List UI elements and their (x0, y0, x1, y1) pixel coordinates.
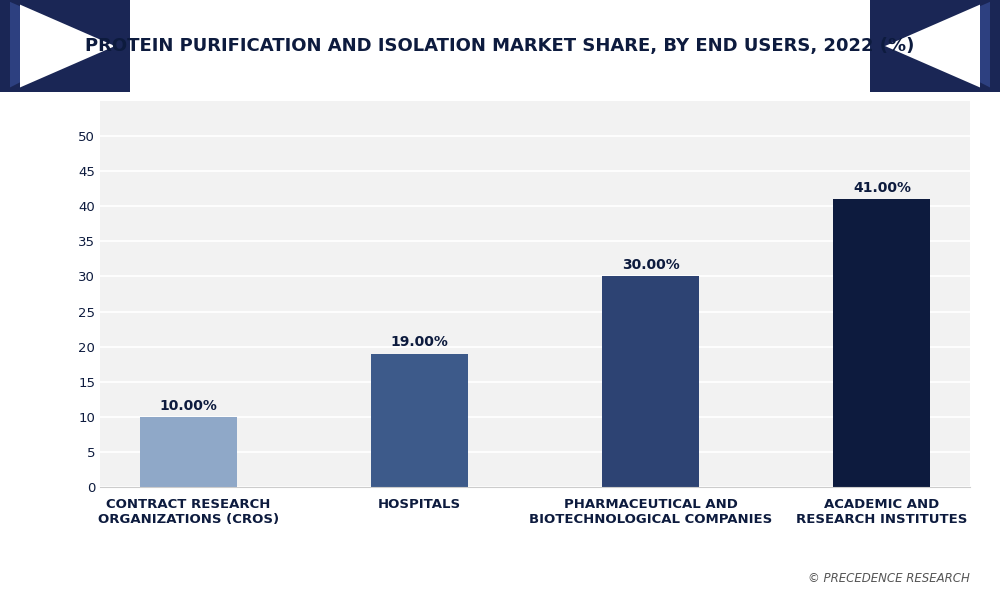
Polygon shape (20, 5, 115, 87)
Bar (602, 276, 699, 487)
FancyBboxPatch shape (0, 0, 1000, 92)
Polygon shape (885, 5, 980, 87)
Polygon shape (870, 0, 1000, 92)
Bar (371, 353, 468, 487)
Polygon shape (900, 2, 990, 87)
Polygon shape (10, 2, 100, 87)
Text: © PRECEDENCE RESEARCH: © PRECEDENCE RESEARCH (808, 572, 970, 585)
Bar (833, 199, 930, 487)
Text: 41.00%: 41.00% (853, 181, 911, 195)
Text: 10.00%: 10.00% (159, 399, 217, 413)
Text: PROTEIN PURIFICATION AND ISOLATION MARKET SHARE, BY END USERS, 2022 (%): PROTEIN PURIFICATION AND ISOLATION MARKE… (85, 37, 915, 55)
Text: 30.00%: 30.00% (622, 258, 680, 272)
Polygon shape (0, 0, 130, 92)
Text: 19.00%: 19.00% (390, 336, 448, 349)
Bar (140, 417, 237, 487)
